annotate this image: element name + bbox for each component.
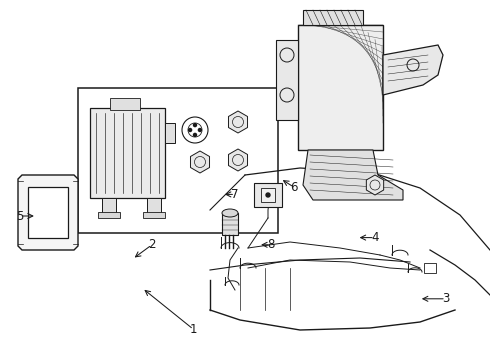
Ellipse shape	[222, 209, 238, 217]
Circle shape	[194, 134, 196, 136]
Bar	[102, 198, 116, 216]
Text: 3: 3	[442, 292, 450, 305]
Bar	[424, 263, 436, 273]
Bar	[28, 187, 68, 238]
Text: 8: 8	[267, 238, 275, 251]
Bar	[261, 188, 275, 202]
Text: 7: 7	[231, 188, 239, 201]
Bar	[298, 25, 383, 150]
Bar	[254, 183, 282, 207]
Bar	[303, 10, 363, 25]
Text: 2: 2	[148, 238, 156, 251]
Text: 5: 5	[16, 210, 24, 222]
Polygon shape	[383, 45, 443, 95]
Circle shape	[266, 193, 270, 197]
Bar	[143, 212, 165, 218]
Polygon shape	[228, 111, 247, 133]
Polygon shape	[367, 175, 384, 195]
Bar	[78, 88, 278, 233]
Polygon shape	[303, 150, 403, 200]
Polygon shape	[18, 175, 78, 250]
Polygon shape	[228, 149, 247, 171]
Bar	[110, 98, 140, 110]
Text: 4: 4	[371, 231, 379, 244]
Bar	[165, 123, 175, 143]
Bar	[90, 108, 165, 198]
Circle shape	[198, 129, 201, 131]
Circle shape	[189, 129, 192, 131]
Text: 6: 6	[290, 181, 298, 194]
Text: 1: 1	[190, 323, 197, 336]
Bar	[98, 212, 120, 218]
Bar	[222, 213, 238, 235]
Circle shape	[194, 123, 196, 127]
Bar	[147, 198, 161, 216]
Bar	[276, 40, 298, 120]
Polygon shape	[191, 151, 210, 173]
